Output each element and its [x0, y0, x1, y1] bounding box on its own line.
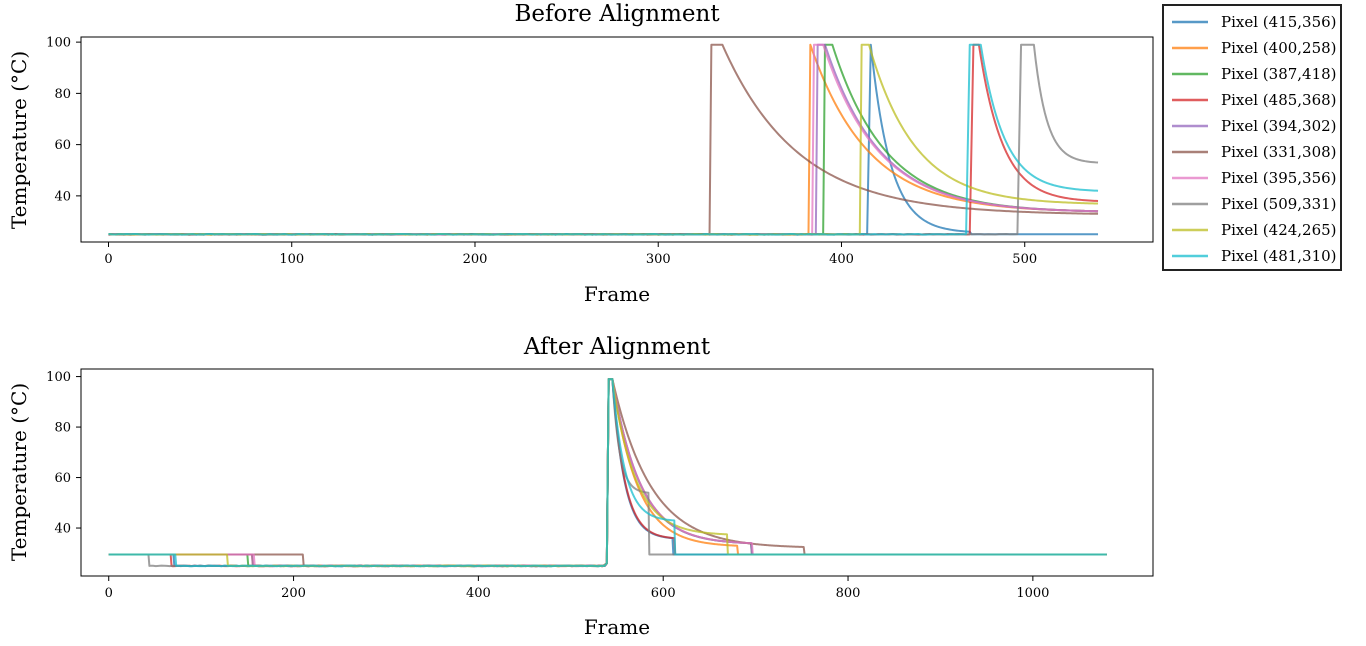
x-tick-label: 1000 [1016, 586, 1049, 601]
legend-entry-label: Pixel (509,331) [1221, 195, 1337, 213]
x-axis-label-after: Frame [584, 615, 650, 639]
x-tick-label: 600 [651, 586, 676, 601]
y-axis-label-before: Temperature (°C) [7, 51, 31, 229]
x-tick-label: 100 [279, 252, 304, 267]
tick-group-after: 0 200 400 600 800 1000 40 60 80 100 [46, 370, 1049, 601]
series-group-after [108, 378, 1107, 568]
tick-group-before: 0 100 200 300 400 500 40 60 80 100 [46, 36, 1037, 267]
x-axis-label-before: Frame [584, 282, 650, 306]
legend-entry-label: Pixel (400,258) [1221, 39, 1337, 57]
x-tick-label: 400 [466, 586, 491, 601]
legend-entry-label: Pixel (331,308) [1221, 143, 1337, 161]
legend-entry-label: Pixel (415,356) [1221, 13, 1337, 31]
chart-title-after: After Alignment [523, 334, 711, 360]
x-tick-label: 300 [646, 252, 671, 267]
series-group-before [108, 43, 1099, 236]
y-tick-label: 80 [54, 421, 71, 436]
x-tick-label: 400 [829, 252, 854, 267]
x-tick-label: 0 [105, 586, 113, 601]
legend-entry-label: Pixel (395,356) [1221, 169, 1337, 187]
y-tick-label: 60 [54, 138, 71, 153]
y-axis-label-after: Temperature (°C) [7, 383, 31, 561]
legend: Pixel (415,356) Pixel (400,258) Pixel (387… [1162, 4, 1342, 271]
series-line-before-5 [108, 43, 1099, 236]
chart-title-before: Before Alignment [514, 1, 720, 27]
series-line-after-9 [108, 378, 1107, 568]
legend-entry-label: Pixel (481,310) [1221, 247, 1337, 265]
y-tick-label: 100 [46, 36, 71, 51]
series-line-before-9 [108, 43, 1099, 236]
x-tick-label: 0 [104, 252, 112, 267]
x-tick-label: 800 [836, 586, 861, 601]
y-tick-label: 80 [54, 87, 71, 102]
x-tick-label: 500 [1012, 252, 1037, 267]
legend-entry-label: Pixel (424,265) [1221, 221, 1337, 239]
before-alignment-plot: Before Alignment 0 100 200 300 400 500 40 60 80 1… [7, 1, 1154, 306]
y-tick-label: 60 [54, 471, 71, 486]
y-tick-label: 40 [54, 189, 71, 204]
x-tick-label: 200 [463, 252, 488, 267]
plot-frame-before [80, 36, 1154, 243]
legend-entry-label: Pixel (394,302) [1221, 117, 1337, 135]
plot-frame-after [80, 368, 1154, 577]
legend-entry-label: Pixel (485,368) [1221, 91, 1337, 109]
x-tick-label: 200 [281, 586, 306, 601]
legend-entry-label: Pixel (387,418) [1221, 65, 1337, 83]
y-tick-label: 100 [46, 370, 71, 385]
after-alignment-plot: After Alignment 0 200 400 600 800 1000 40 60 80 1… [7, 334, 1154, 639]
y-tick-label: 40 [54, 522, 71, 537]
